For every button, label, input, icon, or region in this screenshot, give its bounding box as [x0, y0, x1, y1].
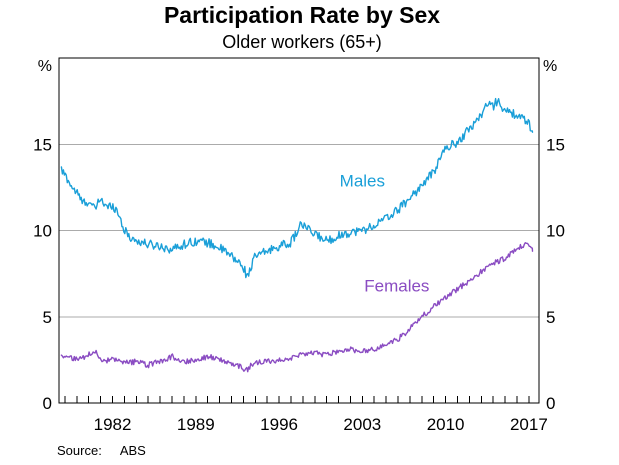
x-tick-label: 1989: [177, 415, 215, 434]
source-note: Source: ABS: [57, 443, 146, 458]
y-unit-right-label: %: [543, 58, 557, 75]
y-tick-label-left: 0: [43, 394, 52, 413]
chart-subtitle: Older workers (65+): [222, 31, 382, 52]
source-label: Source:: [57, 443, 102, 458]
females-line: [60, 241, 534, 373]
y-tick-label-left: 5: [43, 308, 52, 327]
source-value: ABS: [119, 443, 146, 458]
y-tick-label-right: 10: [546, 222, 565, 241]
x-tick-label: 1996: [260, 415, 298, 434]
y-tick-label-right: 5: [546, 308, 555, 327]
x-tick-label: 1982: [94, 415, 132, 434]
males-label: Males: [340, 171, 385, 190]
x-tick-label: 2003: [343, 415, 381, 434]
y-tick-label-right: 15: [546, 135, 565, 154]
chart-header: Participation Rate by Sex Older workers …: [0, 2, 604, 53]
y-tick-label-right: 0: [546, 394, 555, 413]
plot-border: [58, 57, 540, 404]
males-line: [60, 97, 534, 279]
x-tick-label: 2010: [427, 415, 465, 434]
x-tick-label: 2017: [510, 415, 548, 434]
y-unit-left-label: %: [38, 58, 52, 75]
y-tick-label-left: 10: [33, 222, 52, 241]
chart-title: Participation Rate by Sex: [163, 2, 441, 28]
y-tick-label-left: 15: [33, 135, 52, 154]
females-label: Females: [364, 277, 429, 296]
